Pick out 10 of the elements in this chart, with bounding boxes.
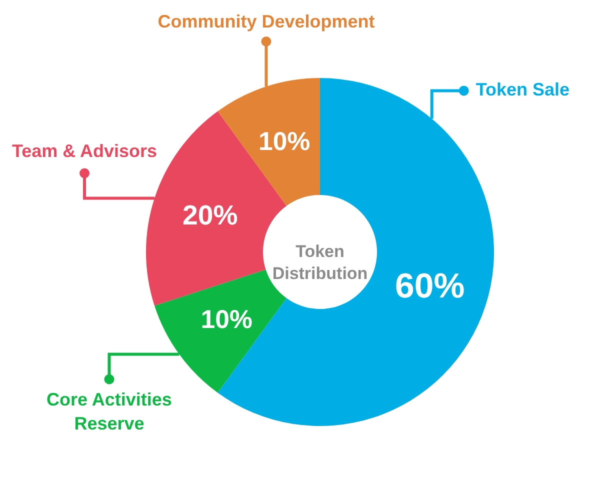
data-label: 20% [182,199,238,230]
donut-slice [218,78,320,206]
data-label: 10% [200,306,252,334]
slice-label: Team & Advisors [12,141,158,162]
data-label: 60% [395,266,465,306]
legend-label: Token Sale [476,80,570,100]
slice-label: Community Development [158,12,375,32]
text: Token Distribution [272,242,368,283]
slice-label: Core Activities Reserve [46,389,172,434]
data-label: 10% [258,128,310,156]
